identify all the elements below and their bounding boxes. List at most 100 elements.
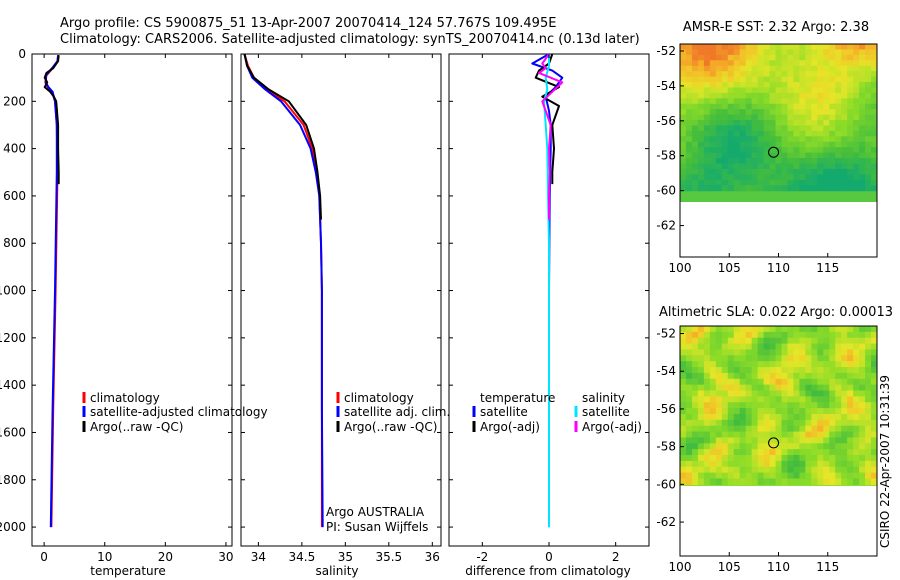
sst-cells-cell <box>680 114 687 121</box>
sst-cells-cell <box>853 125 860 132</box>
sla-cells-cell <box>793 378 800 386</box>
sla-cells-cell <box>853 478 860 485</box>
sst-cells-cell <box>697 60 705 67</box>
sst-cells-cell <box>721 76 729 83</box>
sla-cells-cell <box>751 378 759 386</box>
sst-cells-cell <box>871 82 877 89</box>
sst-cells-cell <box>781 98 789 105</box>
sla-cells-cell <box>745 372 753 380</box>
sst-cells-cell <box>703 60 711 67</box>
sst-cells-cell <box>739 82 747 89</box>
sst-cells-cell <box>847 65 854 72</box>
legend-satellite-adjusted: satellite-adjusted climatology <box>90 405 268 419</box>
sst-cells-cell <box>691 65 699 72</box>
sst-cells-cell <box>787 179 795 186</box>
legend-salinity-satellite: satellite <box>582 405 630 419</box>
sst-cells-cell <box>823 179 830 186</box>
sla-cells-cell <box>775 384 783 392</box>
sst-cells-cell <box>697 147 705 154</box>
sst-cells-cell <box>769 65 777 72</box>
sla-cells-cell <box>691 478 699 485</box>
sst-cells-cell <box>757 174 765 181</box>
sst-cells-cell <box>859 168 866 175</box>
sst-cells-cell <box>685 168 693 175</box>
sla-cells-cell <box>709 367 717 374</box>
sst-cells-cell <box>769 44 777 51</box>
sla-cells-cell <box>811 331 818 339</box>
sla-cells-cell <box>805 413 812 421</box>
sst-cells-cell <box>715 158 723 165</box>
sla-cells-cell <box>709 425 717 433</box>
sst-cells-cell <box>841 44 848 51</box>
sla-cells-cell <box>853 396 860 403</box>
sla-cells-cell <box>751 419 759 427</box>
sst-cells-cell <box>727 136 735 143</box>
difference-series-salinity-argo-adj <box>538 53 564 220</box>
sla-cells-cell <box>703 326 711 333</box>
sst-cells-cell <box>745 174 753 181</box>
sla-lon-tick-label: 110 <box>767 560 790 574</box>
sst-cells-cell <box>685 87 693 94</box>
sla-cells-cell <box>769 466 777 474</box>
sst-cells-cell <box>817 136 824 143</box>
sst-cells-cell <box>871 147 877 154</box>
sst-cells-cell <box>823 76 830 83</box>
sla-cells-cell <box>769 443 777 450</box>
sla-cells-cell <box>751 384 759 392</box>
sst-cells-cell <box>751 76 759 83</box>
sst-cells-cell <box>775 179 783 186</box>
sla-cells-cell <box>751 449 759 456</box>
sla-cells-cell <box>853 419 860 427</box>
sst-cells-cell <box>691 54 699 61</box>
sla-cells-cell <box>727 402 735 409</box>
sst-cells-cell <box>721 109 729 116</box>
sla-cells-cell <box>697 402 705 409</box>
sst-cells-cell <box>865 87 872 94</box>
sla-cells-cell <box>829 455 836 462</box>
sla-cells-cell <box>871 419 877 427</box>
sla-cells-cell <box>709 472 717 480</box>
sla-cells-cell <box>739 466 747 474</box>
sst-cells-cell <box>793 130 800 137</box>
sla-cells-cell <box>793 361 800 368</box>
sla-cells-cell <box>811 402 818 409</box>
sst-cells-cell <box>697 141 705 148</box>
sla-cells-cell <box>769 331 777 339</box>
sla-cells-cell <box>781 372 789 380</box>
sla-cells-cell <box>859 326 866 333</box>
sst-cells-cell <box>721 174 729 181</box>
sst-cells-cell <box>715 87 723 94</box>
sla-cells-cell <box>715 419 723 427</box>
depth-tick-label: 1400 <box>0 378 26 392</box>
sla-cells-cell <box>751 396 759 403</box>
depth-tick-label: 1200 <box>0 331 26 345</box>
sst-cells-cell <box>823 98 830 105</box>
sla-cells-cell <box>745 466 753 474</box>
sla-cells-cell <box>739 408 747 415</box>
sst-cells-cell <box>685 130 693 137</box>
sst-cells-cell <box>799 44 806 51</box>
sla-cells-cell <box>823 408 830 415</box>
sst-cells-cell <box>853 60 860 67</box>
sst-cells-cell <box>733 82 741 89</box>
sla-cells-cell <box>817 337 824 345</box>
sla-cells-cell <box>691 466 699 474</box>
sla-cells-cell <box>733 472 741 480</box>
sla-cells-cell <box>685 478 693 485</box>
sla-cells-cell <box>847 361 854 368</box>
sla-cells-cell <box>680 460 687 468</box>
sla-cells-cell <box>811 372 818 380</box>
sla-cells-cell <box>680 367 687 374</box>
sst-cells-cell <box>847 87 854 94</box>
sla-cells-cell <box>847 472 854 480</box>
sst-cells-cell <box>811 109 818 116</box>
sla-cells-cell <box>703 384 711 392</box>
sst-cells-cell <box>721 54 729 61</box>
salinity-series-argo-raw-qc <box>243 53 322 220</box>
sst-cells-cell <box>703 82 711 89</box>
sst-cells-cell <box>835 174 842 181</box>
sst-cells-cell <box>787 65 795 72</box>
sla-cells-cell <box>745 326 753 333</box>
sst-cells-cell <box>805 120 812 127</box>
sla-cells-cell <box>817 378 824 386</box>
